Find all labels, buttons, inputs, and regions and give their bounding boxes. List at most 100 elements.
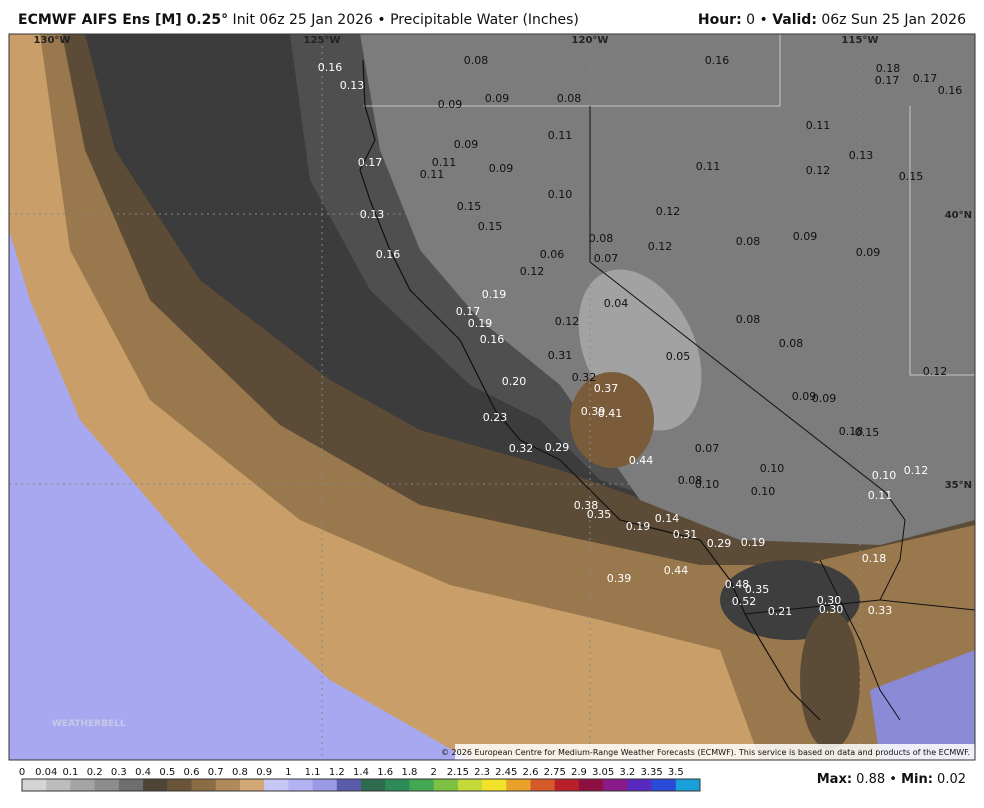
pw-value-label: 0.11 xyxy=(696,160,721,173)
valid-info: Hour: 0 • Valid: 06z Sun 25 Jan 2026 xyxy=(698,12,966,28)
pw-value-label: 0.17 xyxy=(875,74,900,87)
colorbar-swatch xyxy=(336,779,362,791)
init-time: Init 06z 25 Jan 2026 • Precipitable Wate… xyxy=(228,12,579,28)
colorbar-swatch xyxy=(143,779,168,791)
colorbar-swatch xyxy=(264,779,289,791)
pw-value-label: 0.13 xyxy=(360,208,385,221)
pw-value-label: 0.12 xyxy=(923,365,948,378)
colorbar-tick-label: 1.2 xyxy=(329,767,345,778)
pw-value-label: 0.12 xyxy=(806,164,831,177)
max-label: Max: xyxy=(816,772,853,787)
colorbar-swatch xyxy=(457,779,483,791)
pw-value-label: 0.13 xyxy=(340,79,365,92)
pw-value-label: 0.11 xyxy=(806,119,831,132)
colorbar-swatch xyxy=(94,779,120,791)
colorbar-tick-label: 2 xyxy=(430,767,436,778)
pw-value-label: 0.12 xyxy=(555,315,580,328)
pw-value-label: 0.35 xyxy=(745,583,770,596)
pw-value-label: 0.33 xyxy=(868,604,893,617)
pw-value-label: 0.19 xyxy=(741,536,766,549)
min-label: Min: xyxy=(901,772,933,787)
pw-value-label: 0.09 xyxy=(489,162,514,175)
colorbar-swatch xyxy=(191,779,217,791)
pw-value-label: 0.07 xyxy=(695,442,720,455)
pw-value-label: 0.17 xyxy=(456,305,481,318)
pw-value-label: 0.12 xyxy=(656,205,681,218)
colorbar-tick-label: 1.4 xyxy=(353,767,369,778)
colorbar-tick-label: 2.45 xyxy=(495,767,517,778)
coastline xyxy=(359,59,821,721)
graticule-label: 115°W xyxy=(842,35,879,46)
pw-value-label: 0.10 xyxy=(760,462,785,475)
pw-value-label: 0.10 xyxy=(548,188,573,201)
colorbar-swatch xyxy=(215,779,241,791)
pw-value-label: 0.16 xyxy=(705,54,730,67)
max-min: Max: 0.88 • Min: 0.02 xyxy=(817,772,966,787)
pw-value-label: 0.20 xyxy=(502,375,527,388)
coastline xyxy=(819,559,901,721)
colorbar-tick-label: 1.8 xyxy=(401,767,417,778)
pw-value-label: 0.16 xyxy=(376,248,401,261)
colorbar-swatch xyxy=(239,779,265,791)
pw-value-label: 0.10 xyxy=(695,478,720,491)
pw-value-label: 0.31 xyxy=(673,528,698,541)
valid-time: 06z Sun 25 Jan 2026 xyxy=(816,12,966,28)
pw-value-label: 0.08 xyxy=(589,232,614,245)
pw-value-label: 0.30 xyxy=(819,603,844,616)
colorbar-tick-label: 1.6 xyxy=(377,767,393,778)
pw-value-label: 0.09 xyxy=(792,390,817,403)
pw-value-label: 0.32 xyxy=(509,442,534,455)
graticule-label: 125°W xyxy=(304,35,341,46)
copyright: © 2026 European Centre for Medium-Range … xyxy=(441,748,970,757)
colorbar-swatch xyxy=(482,779,507,791)
colorbar-swatch xyxy=(46,779,71,791)
pw-value-label: 0.11 xyxy=(548,129,573,142)
colorbar-tick-label: 0.5 xyxy=(159,767,175,778)
colorbar-tick-label: 1 xyxy=(285,767,291,778)
colorbar-tick-label: 2.6 xyxy=(523,767,539,778)
pw-value-label: 0.11 xyxy=(868,489,893,502)
pw-value-label: 0.09 xyxy=(856,246,881,259)
colorbar-swatch xyxy=(22,779,47,791)
boundaries xyxy=(359,34,976,721)
colorbar-tick-label: 0 xyxy=(19,767,25,778)
colorbar-swatch xyxy=(627,779,653,791)
background xyxy=(9,34,975,760)
pw-value-label: 0.21 xyxy=(768,605,793,618)
country-border xyxy=(744,599,881,615)
colorbar: 0 0.04 0.1 0.2 0.3 0.4 0.5 0.6 0.7 0.8 0.9 1 1.1 1.2 1… xyxy=(19,767,701,792)
hour: 0 • xyxy=(741,12,773,28)
pw-value-label: 0.08 xyxy=(678,474,703,487)
model-name: ECMWF AIFS Ens [M] 0.25° xyxy=(18,12,229,28)
pw-value-label: 0.13 xyxy=(849,149,874,162)
pw-field xyxy=(570,372,654,468)
colorbar-tick-label: 3.35 xyxy=(640,767,662,778)
pw-value-label: 0.48 xyxy=(725,578,750,591)
colorbar-tick-label: 0.7 xyxy=(208,767,224,778)
pw-value-label: 0.15 xyxy=(478,220,503,233)
colorbar-swatch xyxy=(167,779,192,791)
pw-value-label: 0.09 xyxy=(438,98,463,111)
pw-value-label: 0.29 xyxy=(545,441,570,454)
pw-field xyxy=(800,610,860,750)
colorbar-swatch xyxy=(603,779,628,791)
colorbar-tick-label: 2.9 xyxy=(571,767,587,778)
pw-value-label: 0.15 xyxy=(457,200,482,213)
pw-value-label: 0.11 xyxy=(420,168,445,181)
point-labels: 0.160.130.080.09 0.09 0.080.160.180.17 0.17… xyxy=(318,54,963,618)
pw-value-label: 0.09 xyxy=(454,138,479,151)
pw-value-label: 0.32 xyxy=(572,371,597,384)
pw-field xyxy=(360,34,975,545)
pw-value-label: 0.29 xyxy=(707,537,732,550)
pw-value-label: 0.39 xyxy=(607,572,632,585)
graticule-label: 130°W xyxy=(34,35,71,46)
pw-value-label: 0.15 xyxy=(855,426,880,439)
pw-value-label: 0.08 xyxy=(736,235,761,248)
colorbar-tick-label: 2.3 xyxy=(474,767,490,778)
pw-value-label: 0.30 xyxy=(817,594,842,607)
pw-value-label: 0.08 xyxy=(557,92,582,105)
colorbar-swatch xyxy=(361,779,386,791)
pw-value-label: 0.19 xyxy=(626,520,651,533)
pw-value-label: 0.15 xyxy=(899,170,924,183)
colorbar-swatch xyxy=(409,779,435,791)
